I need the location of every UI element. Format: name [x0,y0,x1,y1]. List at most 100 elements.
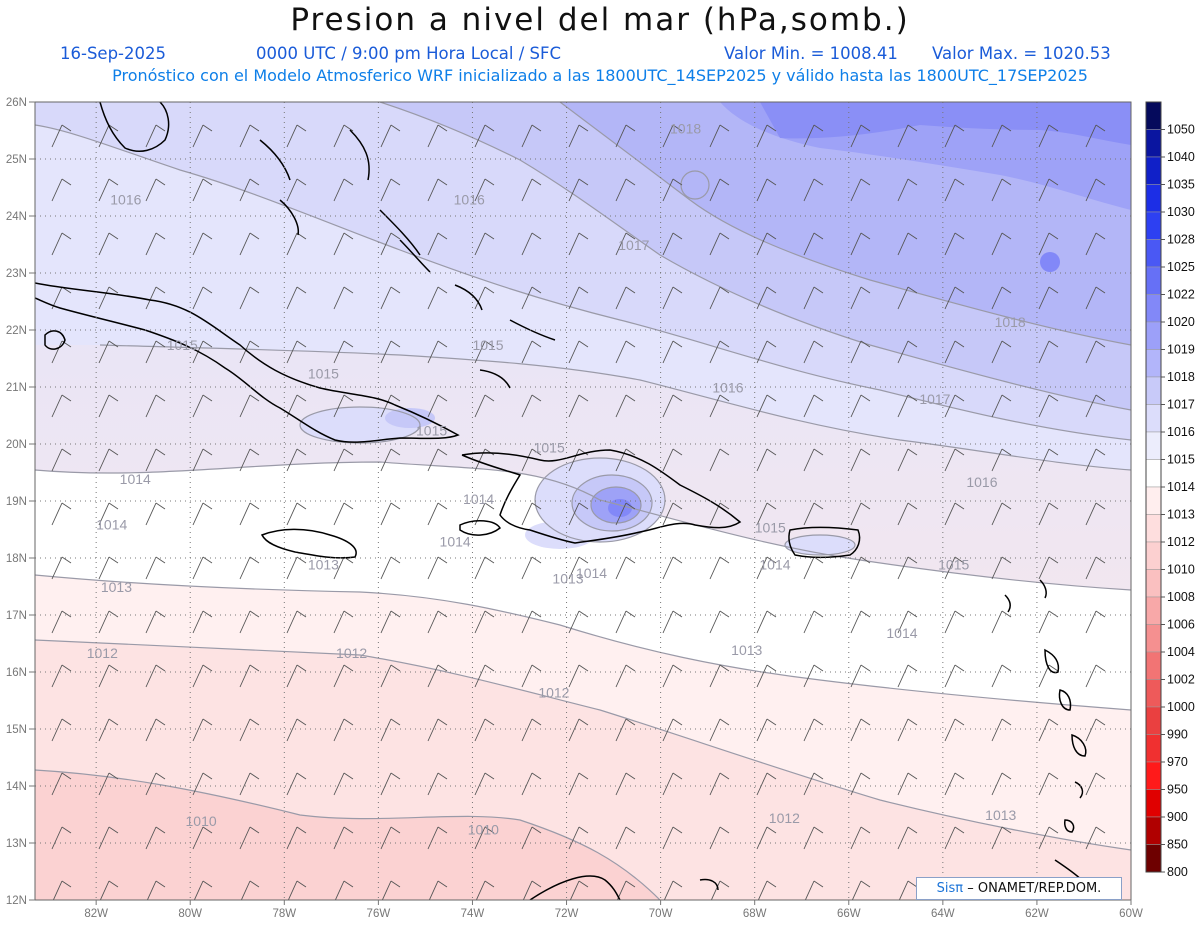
wind-barb [334,880,354,900]
wind-barb [474,772,495,796]
wind-barb [991,232,1012,256]
colorbar-label: 1014 [1167,480,1195,494]
wind-barb [803,826,824,850]
wind-barb [286,448,307,472]
contour-label: 1018 [670,120,701,136]
lon-label: 64W [931,908,955,920]
wind-barb [286,124,307,148]
colorbar-label: 850 [1167,838,1188,852]
wind-barb [1038,502,1059,526]
colorbar-swatch [1145,404,1162,433]
wind-barb [474,664,495,688]
colorbar-swatch [1145,459,1162,488]
wind-barb [756,826,777,850]
wind-barb [1085,610,1106,634]
wind-barb [1038,448,1059,472]
lat-label: 22N [6,325,27,337]
wind-barb [146,880,166,900]
wind-barb [1038,232,1059,256]
wind-barb [615,718,636,742]
wind-barb [897,178,918,202]
wind-barb [756,772,777,796]
wind-barb [192,394,213,418]
wind-barb [944,232,965,256]
lon-label: 68W [743,908,767,920]
wind-barb [1085,502,1106,526]
wind-barb [757,880,777,900]
wind-barb [662,448,683,472]
contour-label: 1010 [468,821,499,837]
wind-barb [427,718,448,742]
wind-barb [286,826,307,850]
colorbar-label: 1035 [1167,178,1195,192]
wind-barb [756,286,777,310]
wind-barb [804,880,824,900]
wind-barb [474,124,495,148]
wind-barb [286,286,307,310]
wind-barb [51,124,72,148]
colorbar-swatch [1145,679,1162,708]
wind-barb [662,718,683,742]
colorbar-label: 1006 [1167,618,1195,632]
wind-barb [145,610,166,634]
wind-barb [568,502,589,526]
wind-barb [897,502,918,526]
wind-barb [991,394,1012,418]
wind-barb [98,340,119,364]
wind-barb [1085,664,1106,688]
wind-barb [521,340,542,364]
wind-barb [192,772,213,796]
colorbar-label: 1030 [1167,205,1195,219]
colorbar-label: 970 [1167,755,1188,769]
wind-barb [192,826,213,850]
colorbar-swatch [1145,761,1162,790]
wind-barb [898,880,918,900]
wind-barb [756,124,777,148]
contour-label: 1013 [101,579,132,595]
wind-barb [474,718,495,742]
wind-barb [662,610,683,634]
wind-barb [474,394,495,418]
wind-barb [192,286,213,310]
colorbar-label: 1017 [1167,398,1195,412]
wind-barb [380,826,401,850]
wind-barb [568,664,589,688]
wind-barb [897,664,918,688]
wind-barb [568,232,589,256]
wind-barb [944,340,965,364]
colorbar-swatch [1145,349,1162,378]
wind-barb [568,124,589,148]
wind-barb [51,826,72,850]
wind-barb [380,340,401,364]
wind-barb [615,610,636,634]
wind-barb [239,286,260,310]
lat-label: 20N [6,439,27,451]
wind-barb [709,448,730,472]
wind-barb [474,340,495,364]
wind-barb [239,826,260,850]
wind-barb [239,124,260,148]
wind-barb [427,394,448,418]
wind-barb [568,448,589,472]
wind-barb [615,340,636,364]
wind-barb [192,124,213,148]
contour-label: 1014 [576,565,607,581]
wind-barb [474,178,495,202]
wind-barb [568,772,589,796]
wind-barb [51,502,72,526]
wind-barb [851,880,871,900]
wind-barb [944,448,965,472]
lat-label: 18N [6,553,27,565]
colorbar-swatch [1145,844,1162,873]
wind-barb [380,772,401,796]
wind-barb [51,664,72,688]
wind-barb [662,178,683,202]
wind-barb [427,178,448,202]
credit-brand: Sisπ [936,881,964,896]
colorbar-swatch [1145,431,1162,460]
wind-barb [287,880,307,900]
wind-barb [1038,826,1059,850]
wind-barb [897,718,918,742]
lat-label: 25N [6,154,27,166]
wind-barb [521,772,542,796]
